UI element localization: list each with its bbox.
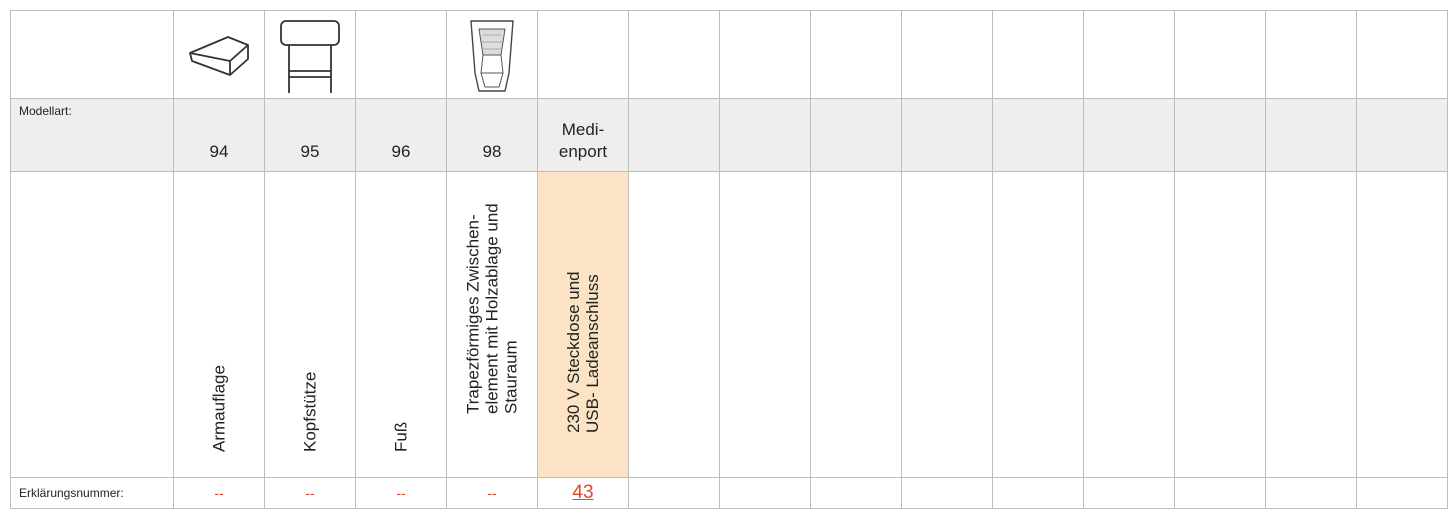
empty-cell <box>1083 477 1175 509</box>
explanation-cell: -- <box>355 477 447 509</box>
image-row <box>10 10 1448 99</box>
empty-cell <box>10 171 174 478</box>
image-cell-96 <box>355 10 447 99</box>
description-text: Armauflage <box>210 365 229 452</box>
empty-cell <box>10 10 174 99</box>
image-cell-mediaport <box>537 10 629 99</box>
empty-cell <box>628 477 720 509</box>
empty-cell <box>719 477 811 509</box>
description-cell: Kopfstütze <box>264 171 356 478</box>
explanation-cell: -- <box>173 477 265 509</box>
description-cell: Fuß <box>355 171 447 478</box>
model-cell: 95 <box>264 98 356 172</box>
empty-cell <box>628 171 720 478</box>
empty-cell <box>1083 98 1175 172</box>
product-table: Modellart: 94 95 96 98 Medi- enport Arma… <box>10 10 1448 509</box>
description-line: Fuß <box>391 421 411 452</box>
description-text: 230 V Steckdose und USB- Ladeanschluss <box>564 271 602 433</box>
image-cell-94 <box>173 10 265 99</box>
description-line: Trapezförmiges Zwischen- <box>463 214 483 414</box>
empty-cell <box>810 171 902 478</box>
empty-cell <box>1356 10 1448 99</box>
description-cell: Armauflage <box>173 171 265 478</box>
empty-cell <box>719 10 811 99</box>
description-cell: Trapezförmiges Zwischen- element mit Hol… <box>446 171 538 478</box>
explanation-cell: 43 <box>537 477 629 509</box>
model-cell: 98 <box>446 98 538 172</box>
explanation-row-label: Erklärungsnummer: <box>10 477 174 509</box>
empty-cell <box>901 98 993 172</box>
description-line: element mit Holzablage und <box>482 203 502 414</box>
description-row: Armauflage Kopfstütze Fuß Trapezförmiges… <box>10 171 1448 478</box>
empty-cell <box>901 171 993 478</box>
model-cell: 96 <box>355 98 447 172</box>
model-value-line: enport <box>558 142 608 161</box>
description-line: Kopfstütze <box>300 371 320 452</box>
trapezoid-element-icon <box>470 19 514 92</box>
description-line: USB- Ladeanschluss <box>583 274 602 433</box>
empty-cell <box>1265 171 1357 478</box>
description-line: 230 V Steckdose und <box>564 271 583 433</box>
empty-cell <box>1356 171 1448 478</box>
empty-cell <box>1083 171 1175 478</box>
armrest-block-icon <box>189 35 249 76</box>
image-cell-98 <box>446 10 538 99</box>
description-cell-highlighted: 230 V Steckdose und USB- Ladeanschluss <box>537 171 629 478</box>
empty-cell <box>992 171 1084 478</box>
empty-cell <box>901 10 993 99</box>
empty-cell <box>1083 10 1175 99</box>
empty-cell <box>1356 477 1448 509</box>
empty-cell <box>1265 477 1357 509</box>
empty-cell <box>810 477 902 509</box>
headrest-icon <box>280 19 340 93</box>
explanation-row: Erklärungsnummer: -- -- -- -- 43 <box>10 477 1448 509</box>
model-cell: 94 <box>173 98 265 172</box>
explanation-cell: -- <box>446 477 538 509</box>
empty-cell <box>992 98 1084 172</box>
empty-cell <box>1265 98 1357 172</box>
empty-cell <box>810 10 902 99</box>
empty-cell <box>1265 10 1357 99</box>
description-text: Kopfstütze <box>301 372 320 452</box>
description-line: Stauraum <box>501 340 521 414</box>
description-text: Trapezförmiges Zwischen- element mit Hol… <box>464 203 521 414</box>
model-value-line: Medi- <box>561 120 605 139</box>
model-value: 95 <box>300 142 320 161</box>
empty-cell <box>719 98 811 172</box>
model-row: Modellart: 94 95 96 98 Medi- enport <box>10 98 1448 172</box>
empty-cell <box>1174 98 1266 172</box>
empty-cell <box>992 477 1084 509</box>
empty-cell <box>628 98 720 172</box>
description-text: Fuß <box>392 422 411 452</box>
empty-cell <box>628 10 720 99</box>
description-line: Armauflage <box>209 365 229 452</box>
empty-cell <box>901 477 993 509</box>
model-row-label: Modellart: <box>10 98 174 172</box>
model-value: 98 <box>482 142 502 161</box>
model-cell: Medi- enport <box>537 98 629 172</box>
explanation-link-43[interactable]: 43 <box>572 482 594 503</box>
explanation-cell: -- <box>264 477 356 509</box>
image-cell-95 <box>264 10 356 99</box>
empty-cell <box>719 171 811 478</box>
model-value: 96 <box>391 142 411 161</box>
empty-cell <box>810 98 902 172</box>
model-value: 94 <box>209 142 229 161</box>
empty-cell <box>1174 171 1266 478</box>
empty-cell <box>992 10 1084 99</box>
empty-cell <box>1356 98 1448 172</box>
empty-cell <box>1174 10 1266 99</box>
empty-cell <box>1174 477 1266 509</box>
